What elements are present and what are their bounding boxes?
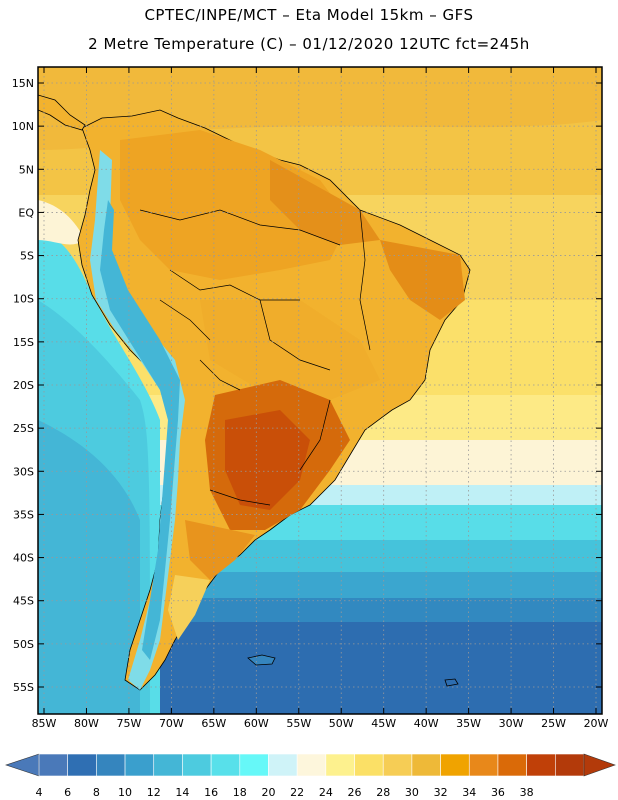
title-line-2: 2 Metre Temperature (C) – 01/12/2020 12U… <box>88 35 530 53</box>
colorbar-label: 22 <box>290 786 304 799</box>
latitude-labels: 15N 10N 5N EQ 5S 10S 15S 20S 25S 30S 35S 40S 45S 50S 5… <box>12 77 602 694</box>
colorbar-swatch <box>210 753 241 777</box>
colorbar-swatch <box>239 753 269 777</box>
lon-label: 70W <box>159 717 184 730</box>
lat-label: 30S <box>13 465 34 478</box>
lat-label: EQ <box>18 206 34 219</box>
colorbar-swatch <box>296 753 327 777</box>
colorbar-label: 24 <box>319 786 333 799</box>
colorbar-swatch <box>382 753 413 777</box>
lat-label: 5N <box>19 163 34 176</box>
lat-label: 15S <box>13 336 34 349</box>
colorbar-swatch <box>153 753 183 777</box>
map-frame <box>37 66 603 715</box>
colorbar-label: 26 <box>348 786 362 799</box>
colorbar-right-arrow <box>583 753 616 777</box>
colorbar-swatch <box>526 753 556 777</box>
colorbar-swatch <box>182 753 212 777</box>
colorbar-swatch <box>268 753 298 777</box>
colorbar-swatch <box>38 753 68 777</box>
colorbar-label: 38 <box>520 786 534 799</box>
title-line-1: CPTEC/INPE/MCT – Eta Model 15km – GFS <box>144 6 474 24</box>
colorbar-label: 36 <box>491 786 505 799</box>
lat-label: 45S <box>13 595 34 608</box>
colorbar-label: 4 <box>36 786 43 799</box>
lon-label: 30W <box>499 717 524 730</box>
colorbar-swatch <box>124 753 155 777</box>
colorbar-label: 32 <box>434 786 448 799</box>
lon-label: 85W <box>32 717 57 730</box>
lat-label: 5S <box>20 250 34 263</box>
lon-label: 55W <box>286 717 311 730</box>
lon-label: 60W <box>244 717 269 730</box>
lat-label: 20S <box>13 379 34 392</box>
colorbar-swatch <box>555 753 585 777</box>
lon-label: 45W <box>371 717 396 730</box>
colorbar: 4 6 8 10 12 14 16 18 20 22 24 26 28 30 32 34 36 38 <box>5 753 616 799</box>
colorbar-label: 34 <box>462 786 476 799</box>
lon-label: 50W <box>329 717 354 730</box>
lon-label: 80W <box>74 717 99 730</box>
longitude-labels: 85W 80W 75W 70W 65W 60W 55W 50W 45W 40W 35W 30W 25W 2… <box>32 67 609 730</box>
lon-label: 40W <box>414 717 439 730</box>
lon-label: 20W <box>584 717 609 730</box>
colorbar-swatch <box>325 753 355 777</box>
country-borders <box>139 209 371 506</box>
lat-label: 10N <box>12 120 34 133</box>
colorbar-swatch <box>497 753 527 777</box>
lon-label: 25W <box>541 717 566 730</box>
colorbar-label: 20 <box>261 786 275 799</box>
lat-label: 40S <box>13 552 34 565</box>
colorbar-label: 28 <box>376 786 390 799</box>
colorbar-label: 16 <box>204 786 218 799</box>
lat-label: 55S <box>13 681 34 694</box>
lat-label: 15N <box>12 77 34 90</box>
colorbar-label: 6 <box>64 786 71 799</box>
lat-label: 25S <box>13 422 34 435</box>
colorbar-swatch <box>96 753 126 777</box>
colorbar-swatch <box>67 753 97 777</box>
lat-label: 35S <box>13 508 34 521</box>
colorbar-swatch <box>411 753 441 777</box>
colorbar-label: 18 <box>233 786 247 799</box>
colorbar-label: 30 <box>405 786 419 799</box>
colorbar-swatch <box>440 753 470 777</box>
lon-label: 65W <box>201 717 226 730</box>
colorbar-left-arrow <box>5 753 40 777</box>
colorbar-swatch <box>468 753 499 777</box>
colorbar-label: 14 <box>175 786 189 799</box>
lat-label: 50S <box>13 638 34 651</box>
colorbar-label: 10 <box>118 786 132 799</box>
map-plot <box>38 67 602 714</box>
lat-label: 10S <box>13 293 34 306</box>
colorbar-label: 8 <box>93 786 100 799</box>
colorbar-label: 12 <box>147 786 161 799</box>
lon-label: 35W <box>456 717 481 730</box>
lon-label: 75W <box>116 717 141 730</box>
colorbar-swatch <box>354 753 384 777</box>
